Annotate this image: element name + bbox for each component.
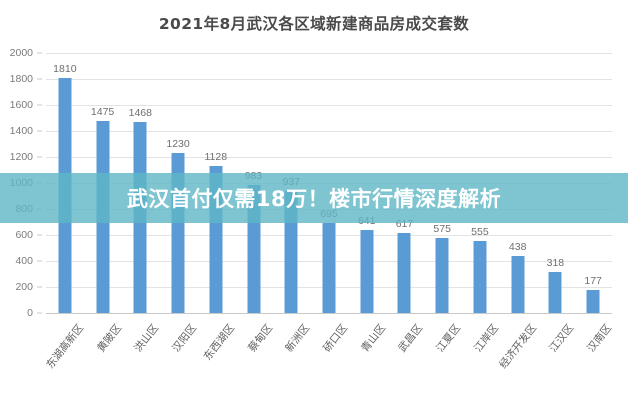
bar-value-label: 438 [508, 241, 527, 254]
y-axis-tick-mark [37, 104, 42, 106]
bar-value-label: 1810 [53, 62, 77, 75]
x-axis-tick-label: 黄陂区 [94, 322, 124, 355]
y-axis-tick-label: 1400 [9, 125, 33, 137]
bar-group[interactable]: 575 [423, 53, 461, 313]
x-axis-tick-label: 硚口区 [321, 322, 351, 355]
y-axis-tick-mark [37, 260, 42, 262]
x-axis-tick-label: 新洲区 [283, 322, 313, 355]
x-axis-tick-label: 经济开发区 [496, 322, 539, 371]
y-axis-tick-label: 1600 [9, 99, 33, 111]
bar[interactable] [397, 232, 411, 313]
y-axis-tick-label: 2000 [9, 47, 33, 59]
overlay-banner: 武汉首付仅需18万！楼市行情深度解析 [0, 173, 628, 223]
bar-group[interactable]: 177 [574, 53, 612, 313]
x-axis-tick-label: 武昌区 [396, 322, 426, 355]
bar[interactable] [548, 271, 562, 313]
bar-value-label: 1468 [128, 107, 152, 120]
bar-group[interactable]: 555 [461, 53, 499, 313]
bar-value-label: 318 [546, 256, 565, 269]
y-axis-tick-mark [37, 130, 42, 132]
y-axis-tick-label: 0 [27, 307, 33, 319]
x-axis-tick-label: 东西湖区 [201, 322, 237, 363]
y-axis-tick-mark [37, 52, 42, 54]
bar-value-label: 555 [471, 225, 489, 238]
gridline [46, 105, 612, 106]
x-axis-tick-label: 汉阳区 [170, 322, 200, 355]
bar[interactable] [360, 229, 374, 313]
x-axis-tick-label: 江夏区 [434, 322, 464, 355]
x-axis-tick-label: 蔡甸区 [245, 322, 275, 355]
y-axis-tick-label: 1200 [9, 151, 33, 163]
x-axis-tick-label: 东湖高新区 [44, 322, 86, 371]
gridline [46, 313, 612, 314]
gridline [46, 79, 612, 80]
x-axis-tick-label: 汉南区 [585, 322, 615, 355]
bar-group[interactable]: 318 [537, 53, 575, 313]
bar[interactable] [511, 256, 525, 313]
bar-value-label: 575 [433, 223, 451, 236]
x-axis-tick-label: 江汉区 [547, 322, 577, 355]
bar[interactable] [473, 240, 487, 313]
bar[interactable] [322, 222, 336, 313]
gridline [46, 157, 612, 158]
gridline [46, 53, 612, 54]
bar[interactable] [586, 290, 600, 313]
y-axis-tick-mark [37, 312, 42, 314]
gridline [46, 131, 612, 132]
y-axis-tick-mark [37, 286, 42, 288]
bar-value-label: 1128 [204, 151, 228, 164]
bar[interactable] [435, 238, 449, 313]
x-axis-tick-label: 青山区 [358, 322, 388, 355]
x-axis-tick-label: 洪山区 [132, 322, 162, 355]
bar-group[interactable]: 438 [499, 53, 537, 313]
bar-value-label: 177 [584, 275, 602, 287]
bar-value-label: 1475 [90, 106, 115, 119]
y-axis-tick-mark [37, 156, 42, 158]
x-axis: 东湖高新区 黄陂区 洪山区 汉阳区 东西湖区 蔡甸区 新洲区 硚口区 青山区 武昌区 江夏区 江岸区经… [44, 313, 615, 393]
y-axis-tick-mark [37, 234, 42, 236]
bar-value-label: 1230 [166, 138, 190, 151]
x-axis-tick-label: 江岸区 [472, 322, 501, 355]
overlay-headline: 武汉首付仅需18万！楼市行情深度解析 [126, 187, 502, 211]
y-axis-tick-label: 200 [15, 281, 33, 293]
y-axis-tick-label: 600 [15, 229, 33, 241]
y-axis-tick-label: 400 [15, 255, 33, 267]
y-axis-tick-label: 1800 [9, 73, 33, 85]
chart-title: 2021年8月武汉各区域新建商品房成交套数 [158, 15, 470, 33]
y-axis-tick-mark [37, 78, 42, 80]
